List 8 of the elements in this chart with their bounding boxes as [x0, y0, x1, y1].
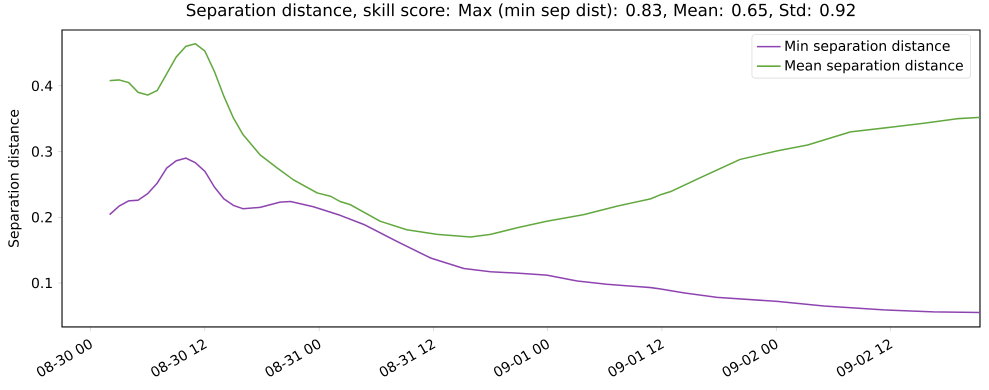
legend-label: Mean separation distance: [786, 60, 963, 74]
legend-label: Min separation distance: [786, 40, 950, 54]
y-tick-label: 0.3: [32, 146, 52, 157]
chart-title: Separation distance, skill score: Max (min sep dist): 0.83, Mean: 0.65, Std: 0.92: [186, 3, 855, 20]
y-tick-label: 0.1: [32, 278, 52, 288]
y-tick-label: 0.4: [32, 80, 52, 92]
y-axis-title: Separation distance: [8, 110, 22, 247]
y-tick-label: 0.2: [32, 212, 52, 223]
